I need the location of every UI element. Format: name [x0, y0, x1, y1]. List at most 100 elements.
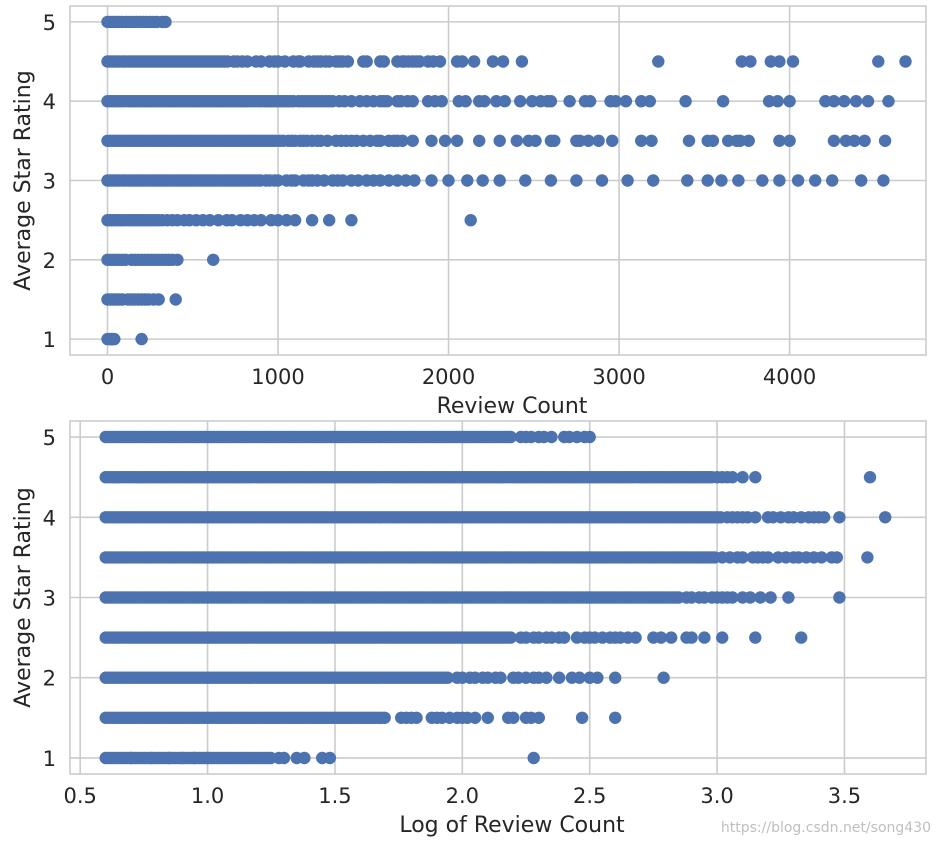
- x-tick-label: 3000: [592, 365, 645, 389]
- data-point: [643, 95, 656, 108]
- data-point: [736, 551, 749, 564]
- data-point: [679, 95, 692, 108]
- data-point: [203, 214, 216, 227]
- data-point: [815, 551, 828, 564]
- data-point: [152, 293, 165, 306]
- data-point: [872, 55, 885, 68]
- data-point: [749, 511, 762, 524]
- data-point: [438, 134, 452, 147]
- data-point: [519, 174, 532, 187]
- data-point: [288, 214, 302, 227]
- data-point: [817, 511, 831, 524]
- data-point: [544, 95, 558, 108]
- data-point: [345, 95, 358, 108]
- data-point: [159, 15, 172, 29]
- data-point: [827, 95, 841, 108]
- data-points: [101, 15, 912, 346]
- x-axis-label: Review Count: [437, 394, 588, 419]
- data-point: [425, 134, 438, 147]
- data-point: [408, 174, 421, 187]
- data-point: [629, 631, 642, 644]
- data-point: [855, 174, 868, 187]
- data-points: [99, 430, 892, 765]
- data-point: [467, 55, 481, 68]
- data-point: [433, 55, 447, 68]
- data-point: [706, 134, 720, 147]
- data-point: [573, 671, 586, 684]
- data-point: [783, 134, 796, 147]
- data-point: [525, 95, 539, 108]
- x-tick-label: 0.5: [63, 784, 96, 808]
- data-point: [744, 591, 757, 604]
- data-point: [374, 174, 387, 187]
- data-point: [716, 95, 730, 108]
- data-point: [726, 471, 739, 484]
- data-point: [722, 134, 735, 147]
- y-tick-label: 1: [43, 328, 56, 352]
- y-tick-label: 2: [43, 249, 56, 273]
- data-point: [657, 671, 670, 684]
- data-point: [685, 631, 698, 644]
- data-point: [399, 174, 413, 187]
- y-tick-label: 3: [43, 587, 56, 611]
- data-point: [635, 134, 648, 147]
- data-point: [504, 430, 517, 444]
- data-point: [336, 174, 349, 187]
- data-point: [271, 214, 285, 227]
- data-point: [665, 631, 678, 644]
- data-point: [761, 551, 775, 564]
- data-point: [278, 55, 292, 68]
- data-point: [744, 55, 757, 68]
- x-axis-label: Log of Review Count: [399, 813, 625, 838]
- data-point: [698, 631, 711, 644]
- x-tick-label: 1.0: [191, 784, 224, 808]
- data-point: [288, 174, 302, 187]
- data-point: [762, 95, 776, 108]
- data-point: [795, 631, 808, 644]
- data-point: [456, 55, 469, 68]
- data-point: [681, 174, 694, 187]
- data-point: [809, 174, 822, 187]
- data-point: [827, 134, 841, 147]
- plot-frame: [69, 420, 927, 775]
- data-point: [493, 134, 506, 147]
- data-point: [621, 174, 634, 187]
- data-point: [382, 174, 396, 187]
- y-tick-label: 1: [43, 747, 56, 771]
- data-point: [341, 55, 355, 68]
- data-point: [595, 174, 609, 187]
- data-point: [609, 95, 622, 108]
- data-point: [849, 95, 863, 108]
- data-point: [515, 55, 529, 68]
- data-point: [254, 55, 268, 68]
- data-point: [764, 591, 777, 604]
- data-point: [647, 174, 660, 187]
- data-point: [573, 134, 586, 147]
- data-point: [135, 332, 148, 346]
- data-point: [592, 134, 605, 147]
- data-point: [527, 751, 540, 765]
- data-point: [826, 174, 839, 187]
- data-point: [879, 511, 892, 524]
- y-tick-label: 5: [43, 11, 56, 35]
- data-point: [833, 511, 846, 524]
- data-point: [764, 55, 777, 68]
- data-point: [773, 55, 786, 68]
- data-point: [490, 95, 503, 108]
- data-point: [406, 134, 419, 147]
- data-point: [783, 95, 796, 108]
- data-point: [504, 631, 517, 644]
- data-point: [360, 55, 373, 68]
- x-tick-label: 1.5: [318, 784, 351, 808]
- data-point: [861, 95, 875, 108]
- data-point: [716, 631, 729, 644]
- data-point: [858, 134, 871, 147]
- x-tick-label: 2.0: [446, 784, 479, 808]
- y-tick-label: 3: [43, 170, 56, 194]
- data-point: [701, 174, 714, 187]
- data-point: [548, 134, 561, 147]
- data-point: [450, 134, 464, 147]
- data-point: [201, 751, 214, 765]
- data-point: [461, 174, 474, 187]
- data-point: [861, 551, 874, 564]
